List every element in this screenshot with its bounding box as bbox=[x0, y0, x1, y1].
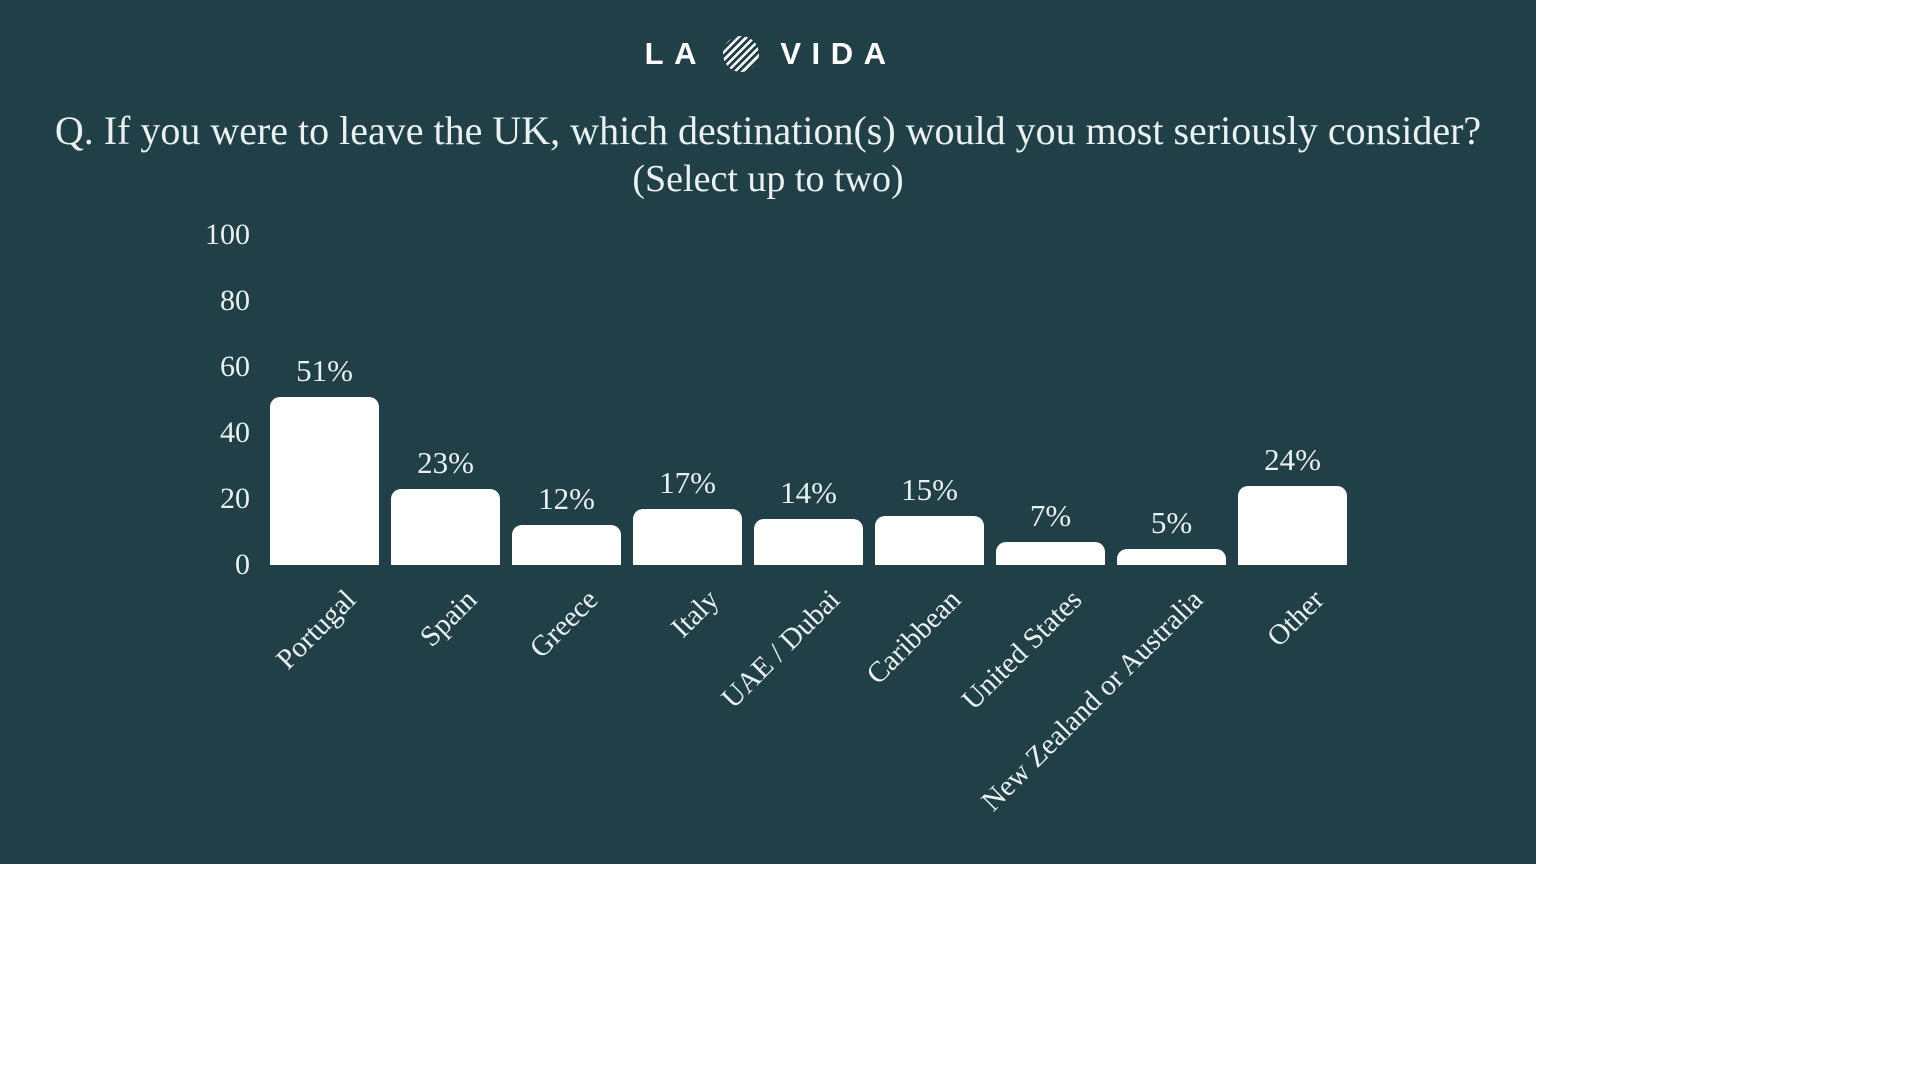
bar-value-label-other: 24% bbox=[1264, 441, 1321, 477]
bar-value-label-caribbean: 15% bbox=[901, 471, 958, 507]
bar-column-spain: 23% bbox=[391, 235, 500, 565]
bar-column-new-zealand-or-australia: 5% bbox=[1117, 235, 1226, 565]
bar-greece bbox=[512, 525, 621, 565]
bar-italy bbox=[633, 508, 742, 565]
bar-column-italy: 17% bbox=[633, 235, 742, 565]
logo-text-vida: VIDA bbox=[780, 36, 897, 71]
y-tick-label-0: 0 bbox=[235, 548, 250, 581]
chart-title-block: Q. If you were to leave the UK, which de… bbox=[0, 106, 1536, 202]
slide-background: LA VIDA Q. If you were to leave the UK, … bbox=[0, 0, 1536, 864]
bar-value-label-spain: 23% bbox=[417, 445, 474, 481]
bar-value-label-united-states: 7% bbox=[1029, 497, 1072, 533]
bar-new-zealand-or-australia bbox=[1117, 548, 1226, 565]
bar-other bbox=[1238, 485, 1347, 565]
logo-text-la: LA bbox=[644, 36, 708, 71]
y-tick-label-60: 60 bbox=[220, 350, 250, 383]
chart-question-title: Q. If you were to leave the UK, which de… bbox=[54, 108, 1482, 153]
y-tick-label-100: 100 bbox=[205, 218, 250, 251]
bar-value-label-portugal: 51% bbox=[296, 352, 353, 388]
y-tick-label-80: 80 bbox=[220, 284, 250, 317]
striped-circle-icon bbox=[723, 36, 760, 72]
bar-uae-dubai bbox=[754, 518, 863, 565]
bar-value-label-italy: 17% bbox=[659, 464, 716, 500]
bar-value-label-uae-dubai: 14% bbox=[780, 474, 837, 510]
bar-portugal bbox=[270, 396, 379, 565]
bar-value-label-new-zealand-or-australia: 5% bbox=[1150, 504, 1193, 540]
plot-area: 51% 23% 12% 17% 14% 15% 7% 5% 24% bbox=[270, 235, 1347, 565]
brand-logo: LA VIDA bbox=[0, 36, 1536, 72]
bar-value-label-greece: 12% bbox=[538, 481, 595, 517]
bar-column-other: 24% bbox=[1238, 235, 1347, 565]
bar-column-greece: 12% bbox=[512, 235, 621, 565]
bar-column-caribbean: 15% bbox=[875, 235, 984, 565]
x-axis-labels: Portugal Spain Greece Italy UAE / Dubai Carib… bbox=[270, 583, 1346, 864]
chart-question-subtitle: (Select up to two) bbox=[632, 158, 904, 200]
bar-column-uae-dubai: 14% bbox=[754, 235, 863, 565]
bar-column-united-states: 7% bbox=[996, 235, 1105, 565]
bar-column-portugal: 51% bbox=[270, 235, 379, 565]
bar-united-states bbox=[996, 541, 1105, 565]
y-axis: 0 20 40 60 80 100 bbox=[100, 218, 250, 581]
bar-caribbean bbox=[875, 515, 984, 565]
bar-spain bbox=[391, 489, 500, 565]
y-tick-label-20: 20 bbox=[220, 482, 250, 515]
y-tick-label-40: 40 bbox=[220, 416, 250, 449]
